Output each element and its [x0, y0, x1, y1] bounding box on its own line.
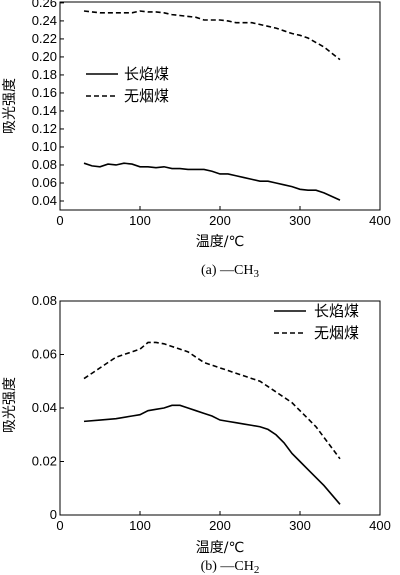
x-tick-label: 400 — [369, 213, 391, 228]
y-axis-label: 吸光强度 — [2, 78, 18, 134]
y-tick-label: 0.06 — [32, 347, 57, 362]
y-tick-label: 0.24 — [32, 13, 57, 28]
series-group — [83, 10, 341, 201]
chart-panel-a: 0 100 200 300 400 0.040.060.080.100.120.140.… — [2, 0, 391, 280]
legend-label: 长焰煤 — [314, 302, 359, 320]
x-axis-label: 温度/℃ — [196, 234, 244, 250]
caption-subscript: 2 — [254, 564, 260, 575]
y-tick-label: 0.08 — [32, 293, 57, 308]
y-axis: 0.04 0.06 0.08 0.10 0.12 0.14 0.16 0.18 0.20 0.22… — [32, 0, 64, 208]
legend-label: 无烟煤 — [124, 87, 169, 105]
y-tick-label: 0.04 — [32, 193, 57, 208]
y-tick-label: 0.26 — [32, 0, 57, 10]
legend-label: 长焰煤 — [124, 65, 169, 83]
chart-caption: (b) —CH2 — [201, 559, 260, 575]
caption-subscript: 3 — [254, 268, 260, 280]
plot-frame — [59, 1, 381, 211]
series-line-anthracite — [83, 10, 341, 61]
x-tick-label: 300 — [289, 518, 311, 533]
x-tick-label: 200 — [209, 518, 231, 533]
legend-label: 无烟煤 — [314, 324, 359, 342]
y-tick-label: 0.18 — [32, 67, 57, 82]
x-tick-label: 400 — [369, 518, 391, 533]
y-tick-label: 0.20 — [32, 49, 57, 64]
x-tick-label: 100 — [129, 518, 151, 533]
y-tick-label: 0.14 — [32, 103, 57, 118]
x-axis-label: 温度/℃ — [196, 540, 244, 556]
x-axis: 0 100 200 300 400 — [56, 206, 391, 228]
x-tick-label: 300 — [289, 213, 311, 228]
series-line-long-flame-coal — [83, 404, 341, 505]
y-tick-label: 0.10 — [32, 139, 57, 154]
y-tick-label: 0.04 — [32, 400, 57, 415]
caption-text: (b) —CH — [201, 559, 254, 574]
chart-caption: (a) —CH3 — [201, 263, 260, 280]
y-tick-label: 0.22 — [32, 31, 57, 46]
x-tick-label: 0 — [56, 213, 63, 228]
series-line-anthracite — [83, 341, 341, 460]
x-tick-label: 100 — [129, 213, 151, 228]
y-tick-label: 0 — [50, 507, 57, 522]
y-tick-label: 0.02 — [32, 454, 57, 469]
series-line-long-flame-coal — [83, 162, 341, 201]
y-tick-label: 0.16 — [32, 85, 57, 100]
x-tick-label: 0 — [56, 518, 63, 533]
caption-text: (a) —CH — [201, 263, 254, 278]
x-tick-label: 200 — [209, 213, 231, 228]
y-axis-label: 吸光强度 — [2, 377, 18, 433]
series-group — [83, 341, 341, 505]
y-tick-label: 0.12 — [32, 121, 57, 136]
y-axis: 0 0.02 0.04 0.06 0.08 — [32, 293, 64, 522]
x-axis: 0 100 200 300 400 — [56, 511, 391, 533]
y-tick-label: 0.06 — [32, 175, 57, 190]
y-tick-label: 0.08 — [32, 157, 57, 172]
